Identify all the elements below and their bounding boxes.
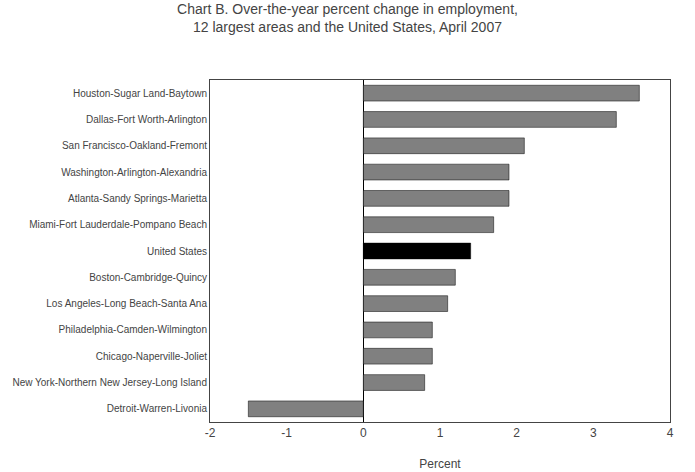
svg-text:Philadelphia-Camden-Wilmington: Philadelphia-Camden-Wilmington [59,324,207,335]
svg-text:Miami-Fort Lauderdale-Pompano: Miami-Fort Lauderdale-Pompano Beach [29,219,207,230]
svg-text:Dallas-Fort Worth-Arlington: Dallas-Fort Worth-Arlington [86,114,207,125]
svg-text:Atlanta-Sandy Springs-Marietta: Atlanta-Sandy Springs-Marietta [68,193,207,204]
svg-text:Chart B. Over-the-year percent: Chart B. Over-the-year percent change in… [177,1,518,35]
svg-text:Houston-Sugar Land-Baytown: Houston-Sugar Land-Baytown [73,88,207,99]
svg-text:0: 0 [360,426,367,440]
svg-text:San Francisco-Oakland-Fremont: San Francisco-Oakland-Fremont [62,140,207,151]
svg-text:Los Angeles-Long Beach-Santa A: Los Angeles-Long Beach-Santa Ana [46,298,207,309]
svg-text:Percent: Percent [419,457,461,471]
svg-text:4: 4 [667,426,674,440]
svg-text:United States: United States [147,246,207,257]
svg-text:Boston-Cambridge-Quincy: Boston-Cambridge-Quincy [89,272,207,283]
svg-text:2: 2 [513,426,520,440]
svg-text:Washington-Arlington-Alexandri: Washington-Arlington-Alexandria [61,167,207,178]
svg-text:-1: -1 [281,426,292,440]
svg-text:1: 1 [437,426,444,440]
svg-text:New York-Northern New Jersey-L: New York-Northern New Jersey-Long Island [12,377,207,388]
svg-text:-2: -2 [205,426,216,440]
svg-text:Detroit-Warren-Livonia: Detroit-Warren-Livonia [107,403,208,414]
svg-text:3: 3 [590,426,597,440]
svg-text:Chicago-Naperville-Joliet: Chicago-Naperville-Joliet [96,351,207,362]
